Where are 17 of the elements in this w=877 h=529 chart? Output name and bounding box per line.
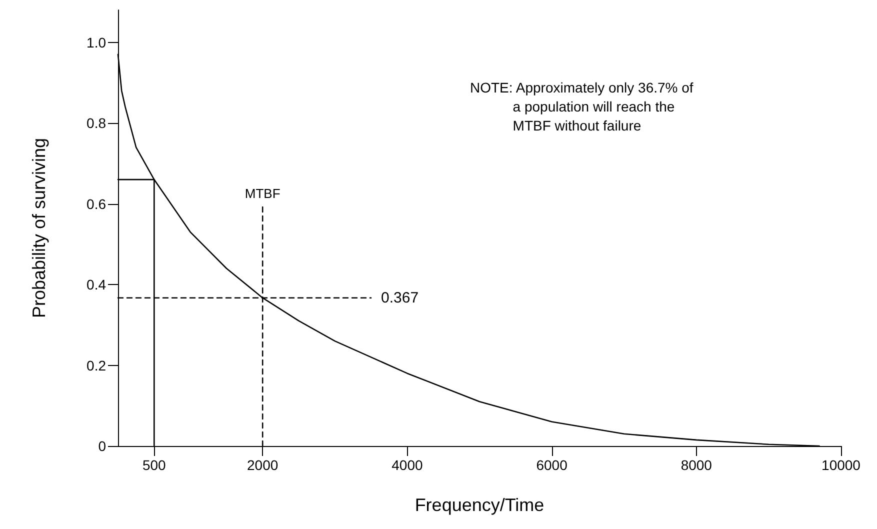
x-tick-label: 2000 [247, 457, 278, 473]
x-tick-label: 4000 [392, 457, 423, 473]
annotation: NOTE: Approximately only 36.7% of a population will reach the MTBF without failure [470, 80, 694, 134]
y-tick-label: 0.8 [86, 115, 106, 132]
x-axis-title: Frequency/Time [414, 495, 544, 515]
y-tick-label: 0 [98, 438, 106, 454]
y-tick-label: 0.2 [86, 357, 106, 374]
y-tick-label: 0.4 [86, 276, 106, 293]
y-tick-label: 1.0 [86, 34, 106, 50]
y-tick-label: 0.6 [86, 196, 106, 212]
x-tick-label: 8000 [680, 457, 712, 473]
x-tick-label: 6000 [536, 457, 568, 473]
x-tick-label: 500 [142, 457, 166, 473]
annotation: MTBF [244, 186, 280, 201]
annotation: 0.367 [381, 289, 419, 306]
y-axis-title: Probability of surviving [29, 138, 49, 318]
x-tick-label: 10000 [822, 457, 861, 473]
